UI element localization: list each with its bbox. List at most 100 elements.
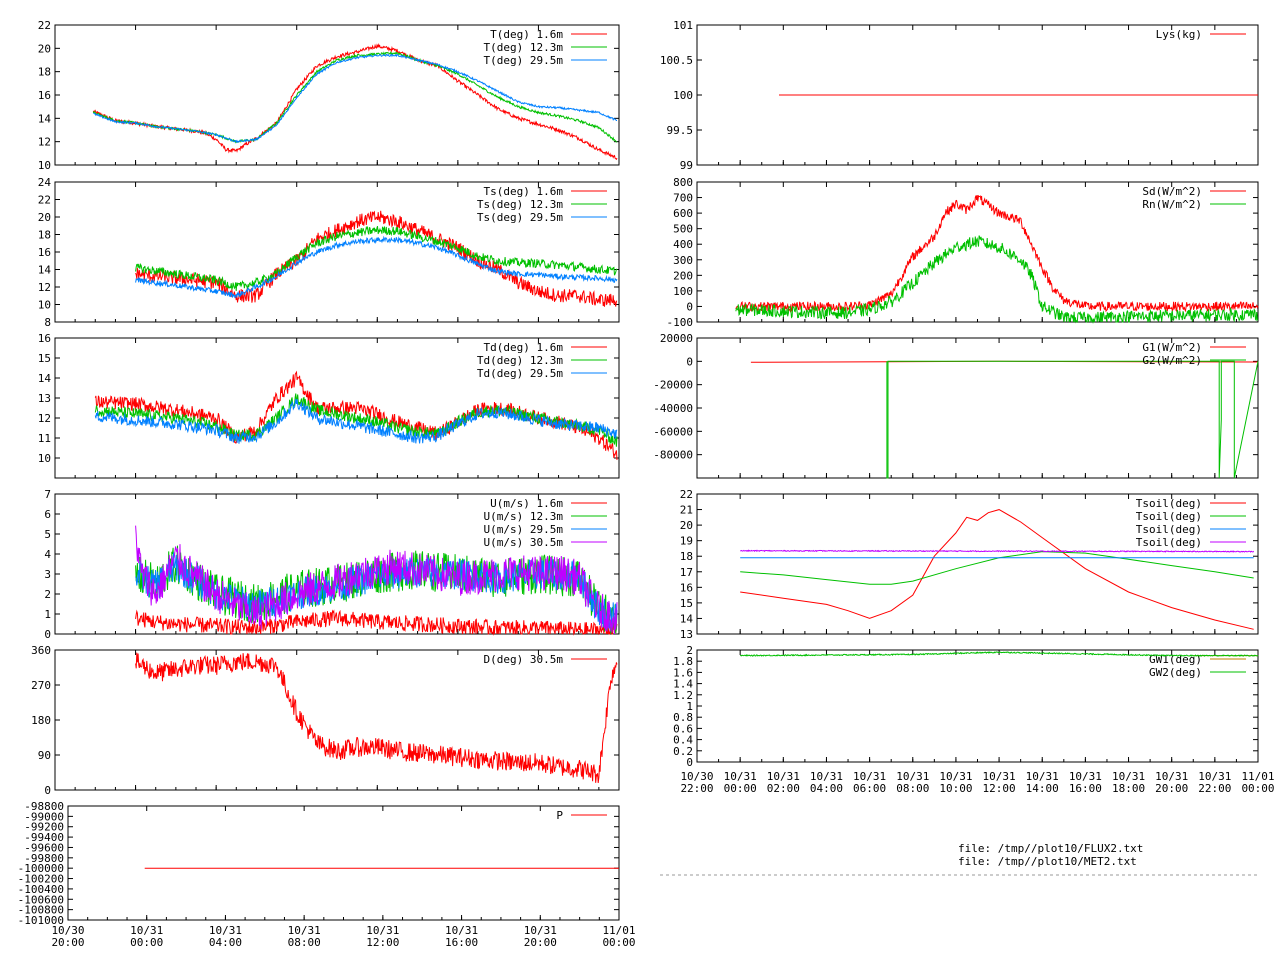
x-tick-label: 20:00 bbox=[524, 936, 557, 949]
legend-label: Tsoil(deg) bbox=[1136, 523, 1202, 536]
y-tick-label: 99 bbox=[680, 159, 693, 172]
y-tick-label: 1.2 bbox=[673, 689, 693, 702]
chart-lysimeter: 99 99.5 100 100.5 101 Lys(kg) bbox=[660, 19, 1259, 172]
y-tick-label: 0.2 bbox=[673, 745, 693, 758]
chart-air-temp: 10 12 14 16 18 20 22 T(deg) 1.6mT(deg) 12.3mT(d… bbox=[38, 19, 620, 172]
y-tick-label: 100 bbox=[673, 285, 693, 298]
y-tick-label: 1 bbox=[686, 700, 693, 713]
series-line-wind-speed-3 bbox=[135, 525, 618, 635]
plot-frame bbox=[54, 649, 620, 791]
x-tick-label: 08:00 bbox=[288, 936, 321, 949]
y-tick-label: 0 bbox=[44, 784, 51, 797]
y-tick-label: 0 bbox=[686, 355, 693, 368]
y-tick-label: 270 bbox=[31, 679, 51, 692]
file-label-met: file: /tmp//plot10/MET2.txt bbox=[958, 855, 1137, 868]
y-tick-label: 12 bbox=[38, 281, 51, 294]
legend-label: Td(deg) 1.6m bbox=[484, 341, 564, 354]
y-tick-label: 400 bbox=[673, 238, 693, 251]
y-tick-label: 7 bbox=[44, 488, 51, 501]
chart-wind-speed: 0 1 2 3 4 5 6 7 U(m/s) 1.6mU(m/s) 12.3mU(m/s) 29… bbox=[44, 488, 620, 641]
x-tick-label: 20:00 bbox=[51, 936, 84, 949]
x-tick-label: 16:00 bbox=[445, 936, 478, 949]
y-tick-label: -99400 bbox=[24, 831, 64, 844]
y-tick-label: 11 bbox=[38, 432, 51, 445]
y-tick-label: 21 bbox=[680, 504, 693, 517]
y-tick-label: 99.5 bbox=[667, 124, 694, 137]
y-tick-label: 4 bbox=[44, 548, 51, 561]
y-tick-label: -99800 bbox=[24, 852, 64, 865]
y-tick-label: 14 bbox=[38, 264, 52, 277]
y-tick-label: 2 bbox=[686, 644, 693, 657]
y-tick-label: 0.4 bbox=[673, 734, 693, 747]
y-tick-label: 20 bbox=[680, 519, 693, 532]
file-info: file: /tmp//plot10/FLUX2.txt file: /tmp/… bbox=[958, 842, 1143, 868]
legend-label: GW2(deg) bbox=[1149, 666, 1202, 679]
x-tick-label: 10/31 bbox=[209, 924, 242, 937]
x-tick-label: 10/31 bbox=[767, 770, 800, 783]
x-tick-label: 04:00 bbox=[810, 782, 843, 795]
series-line-surface-temp-1 bbox=[135, 225, 618, 291]
y-tick-label: 22 bbox=[680, 488, 693, 501]
x-tick-label: 10/31 bbox=[853, 770, 886, 783]
x-tick-label: 12:00 bbox=[983, 782, 1016, 795]
y-tick-label: 180 bbox=[31, 714, 51, 727]
y-tick-label: 10 bbox=[38, 159, 51, 172]
legend-label: T(deg) 12.3m bbox=[484, 41, 564, 54]
y-tick-label: 0 bbox=[686, 756, 693, 769]
x-tick-label: 10/31 bbox=[724, 770, 757, 783]
x-tick-label: 20:00 bbox=[1155, 782, 1188, 795]
x-tick-label: 11/01 bbox=[1241, 770, 1274, 783]
y-tick-label: 90 bbox=[38, 749, 51, 762]
series-line-air-temp-1 bbox=[92, 50, 618, 144]
y-tick-label: 0.6 bbox=[673, 722, 693, 735]
x-tick-label: 00:00 bbox=[724, 782, 757, 795]
y-tick-label: 1 bbox=[44, 608, 51, 621]
chart-wind-dir: 0 90 180 270 360 D(deg) 30.5m bbox=[31, 644, 620, 797]
y-tick-label: 101 bbox=[673, 19, 693, 32]
series-line-air-temp-2 bbox=[93, 53, 617, 144]
chart-ground-flux: -80000 -60000 -40000 -20000 0 20000 G1(W/m^2)G… bbox=[653, 332, 1259, 479]
x-tick-label: 18:00 bbox=[1112, 782, 1145, 795]
y-tick-label: 1.6 bbox=[673, 666, 693, 679]
chart-radiation: -100 0 100 200 300 400 500 600 700 800 Sd(W/m^2)Rn… bbox=[667, 176, 1259, 329]
y-tick-label: 100 bbox=[673, 89, 693, 102]
y-tick-label: 300 bbox=[673, 254, 693, 267]
y-tick-label: 1.4 bbox=[673, 678, 693, 691]
y-tick-label: -99000 bbox=[24, 810, 64, 823]
x-tick-label: 00:00 bbox=[602, 936, 635, 949]
series-line-surface-temp-0 bbox=[135, 210, 618, 307]
y-tick-label: 22 bbox=[38, 19, 51, 32]
legend-label: Rn(W/m^2) bbox=[1142, 198, 1202, 211]
x-tick-label: 10:00 bbox=[939, 782, 972, 795]
legend-label: T(deg) 1.6m bbox=[490, 28, 563, 41]
series-line-ground-flux-1 bbox=[886, 360, 1259, 479]
x-tick-label: 04:00 bbox=[209, 936, 242, 949]
y-tick-label: 17 bbox=[680, 566, 693, 579]
legend-label: Td(deg) 12.3m bbox=[477, 354, 563, 367]
x-tick-label: 10/30 bbox=[51, 924, 84, 937]
y-tick-label: -100800 bbox=[18, 904, 64, 917]
series-line-soil-temp-1 bbox=[740, 551, 1254, 585]
x-tick-label: 00:00 bbox=[1241, 782, 1274, 795]
y-tick-label: -20000 bbox=[653, 379, 693, 392]
y-tick-label: 24 bbox=[38, 176, 52, 189]
x-tick-label: 02:00 bbox=[767, 782, 800, 795]
legend-label: U(m/s) 1.6m bbox=[490, 497, 563, 510]
legend-label: G1(W/m^2) bbox=[1142, 341, 1202, 354]
y-tick-label: -100600 bbox=[18, 893, 64, 906]
y-tick-label: -100 bbox=[667, 316, 694, 329]
y-tick-label: 700 bbox=[673, 192, 693, 205]
y-tick-label: -99600 bbox=[24, 841, 64, 854]
y-tick-label: -100200 bbox=[18, 873, 64, 886]
y-tick-label: 10 bbox=[38, 452, 51, 465]
x-tick-label: 10/31 bbox=[366, 924, 399, 937]
legend-label: Td(deg) 29.5m bbox=[477, 367, 563, 380]
x-tick-label: 10/31 bbox=[445, 924, 478, 937]
legend-label: U(m/s) 29.5m bbox=[484, 523, 564, 536]
x-tick-label: 10/31 bbox=[1026, 770, 1059, 783]
y-tick-label: 15 bbox=[38, 352, 51, 365]
chart-soil-temp: 13141516171819202122Tsoil(deg)Tsoil(deg)… bbox=[680, 488, 1259, 641]
legend-label: Tsoil(deg) bbox=[1136, 510, 1202, 523]
